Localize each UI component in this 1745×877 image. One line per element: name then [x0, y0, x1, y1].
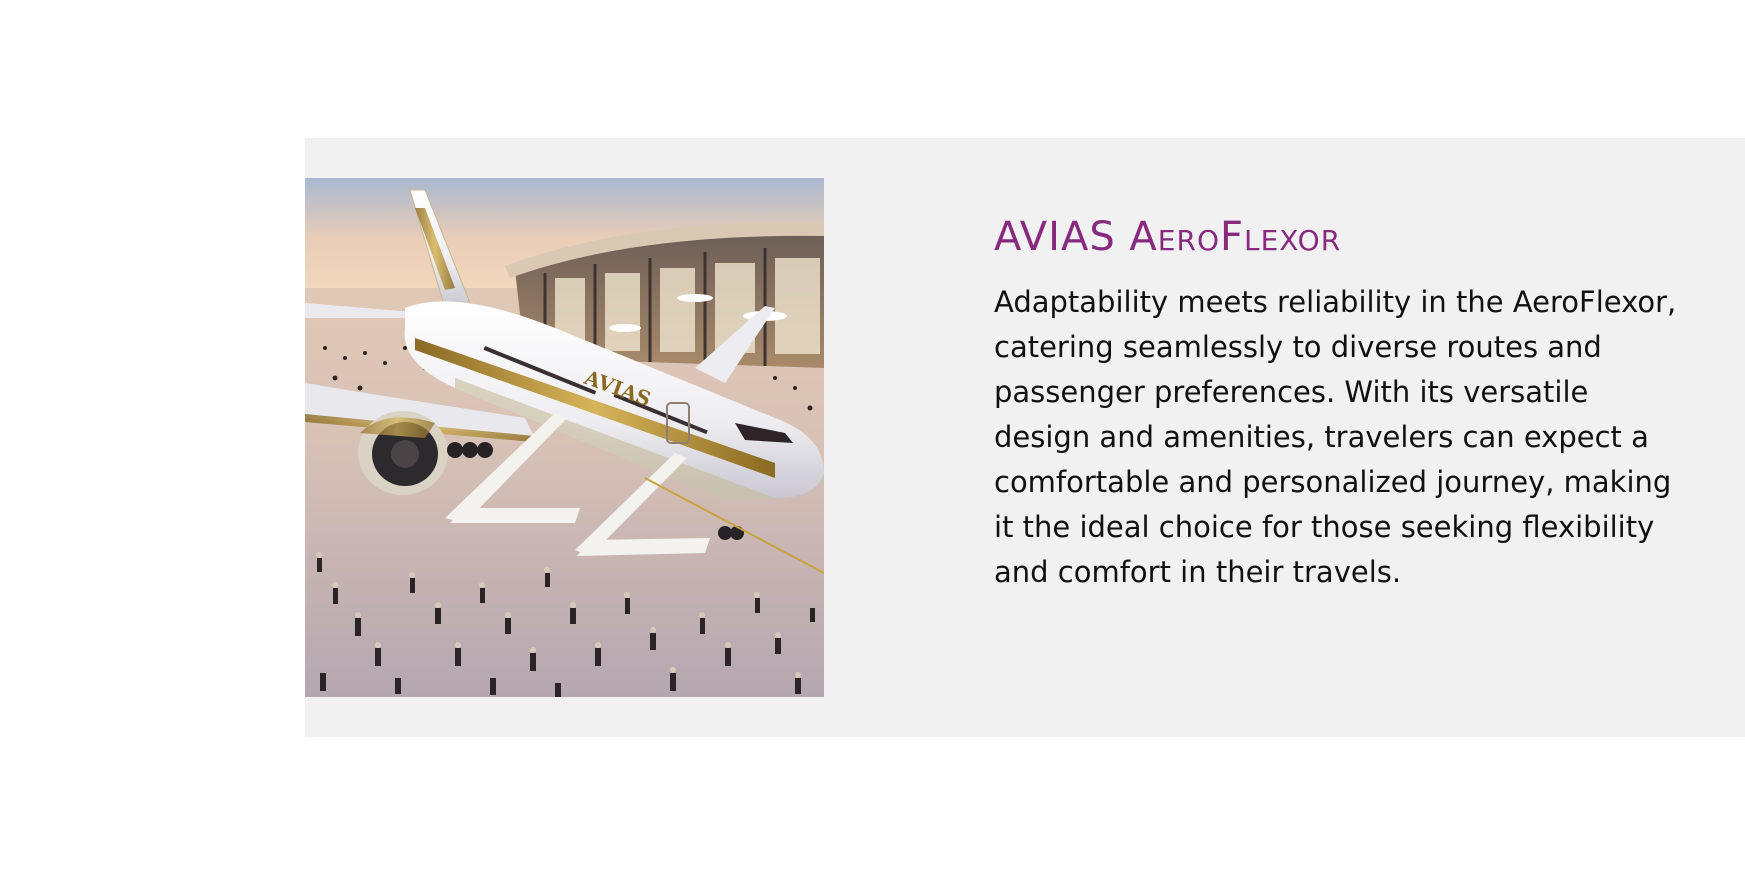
product-description: Adaptability meets reliability in the Ae…: [994, 280, 1684, 595]
product-title: AVIAS AeroFlexor: [994, 212, 1694, 262]
feature-content: AVIAS AeroFlexor Adaptability meets reli…: [994, 212, 1694, 595]
aircraft-image: AVIAS: [305, 178, 824, 697]
